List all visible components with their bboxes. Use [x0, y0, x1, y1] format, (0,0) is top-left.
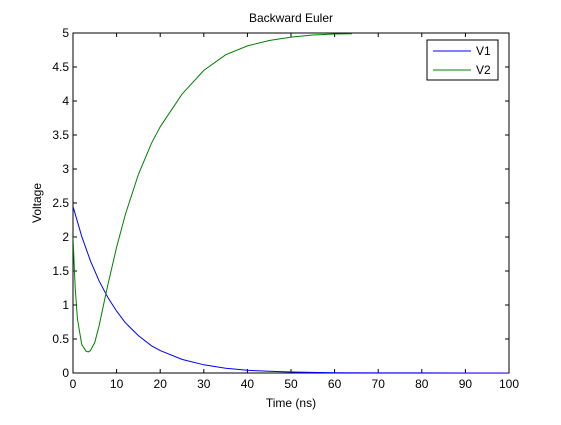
y-tick-label: 0.5: [52, 332, 69, 346]
y-tick-label: 0: [62, 366, 69, 380]
axes-box: [72, 32, 510, 374]
y-tick-label: 1.5: [52, 264, 69, 278]
series-line-v1: [73, 206, 509, 373]
x-tick-label: 80: [415, 377, 429, 391]
x-tick-label: 20: [154, 377, 168, 391]
y-tick-label: 5: [62, 26, 69, 40]
y-tick-label: 3: [62, 162, 69, 176]
x-tick-label: 70: [372, 377, 386, 391]
legend-box: [426, 39, 499, 81]
series-group: [73, 33, 509, 373]
chart-title: Backward Euler: [249, 11, 333, 25]
x-tick-label: 100: [499, 377, 519, 391]
y-tick-label: 1: [62, 298, 69, 312]
series-line-v2: [73, 33, 353, 353]
x-tick-label: 60: [328, 377, 342, 391]
x-axis-label: Time (ns): [266, 396, 316, 410]
y-tick-label: 2: [62, 230, 69, 244]
y-tick-label: 4.5: [52, 60, 69, 74]
plot-area: 0 10 20 30 40 50 60 70 80 90 100 0 0.5 1 1.5 2 2.5 3 3.5 4 4…: [52, 26, 519, 391]
x-tick-label: 50: [284, 377, 298, 391]
y-axis-label: Voltage: [30, 183, 44, 223]
y-tick-label: 4: [62, 94, 69, 108]
x-tick-label: 90: [459, 377, 473, 391]
y-tick-label: 3.5: [52, 128, 69, 142]
legend-label-v2: V2: [476, 63, 491, 77]
x-tick-label: 10: [110, 377, 124, 391]
x-tick-label: 30: [197, 377, 211, 391]
x-tick-label: 40: [241, 377, 255, 391]
x-tick-label: 0: [70, 377, 77, 391]
y-tick-label: 2.5: [52, 196, 69, 210]
legend-label-v1: V1: [476, 44, 491, 58]
